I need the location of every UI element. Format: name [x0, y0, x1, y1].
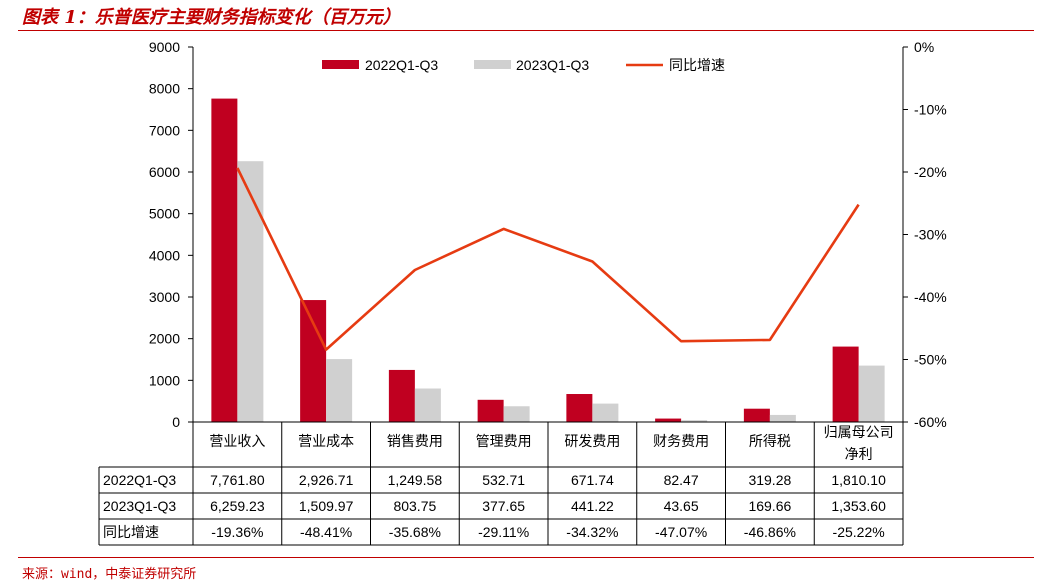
category-label: 销售费用: [387, 434, 443, 450]
table-cell-value: 169.66: [748, 498, 791, 514]
table-cell-value: 1,810.10: [831, 472, 886, 488]
category-label: 研发费用: [564, 434, 620, 450]
y-tick-label-right: -30%: [914, 227, 947, 243]
category-label: 管理费用: [476, 434, 532, 450]
y-tick-label-right: -10%: [914, 102, 947, 118]
table-cell-value: 2,926.71: [299, 472, 354, 488]
y-tick-label-right: 0%: [914, 39, 934, 55]
y-tick-label-left: 6000: [149, 164, 180, 180]
category-label: 归属母公司: [824, 424, 894, 441]
bar-2023q1-q3: [414, 388, 441, 422]
chart-title: 图表 1：乐普医疗主要财务指标变化（百万元）: [22, 7, 401, 28]
table-cell-value: -35.68%: [389, 524, 441, 540]
table-cell-value: 1,353.60: [831, 498, 886, 514]
bar-2023q1-q3: [681, 420, 708, 422]
legend-label-2022q1-q3: 2022Q1-Q3: [365, 57, 438, 73]
bar-2023q1-q3: [769, 414, 796, 422]
bar-2022q1-q3: [655, 418, 682, 422]
table-cell-value: 7,761.80: [210, 472, 265, 488]
source-rule: [18, 557, 1034, 558]
table-cell-value: -25.22%: [833, 524, 885, 540]
legend-swatch-2023q1-q3: [474, 60, 511, 69]
table-cell-value: 441.22: [571, 498, 614, 514]
category-label: 所得税: [749, 433, 791, 450]
y-tick-label-left: 7000: [149, 122, 180, 138]
y-tick-label-left: 4000: [149, 247, 180, 263]
category-label: 营业收入: [209, 434, 265, 450]
bar-2022q1-q3: [566, 394, 593, 422]
bar-2022q1-q3: [477, 399, 504, 422]
y-tick-label-left: 2000: [149, 331, 180, 347]
table-cell-value: 82.47: [664, 472, 699, 488]
bar-2023q1-q3: [592, 403, 619, 422]
bar-2022q1-q3: [300, 300, 327, 422]
legend-label-growth: 同比增速: [669, 57, 725, 73]
bar-2022q1-q3: [832, 346, 859, 422]
table-cell-value: 532.71: [482, 472, 525, 488]
y-tick-label-left: 5000: [149, 206, 180, 222]
table-cell-value: -48.41%: [300, 524, 352, 540]
table-cell-value: -34.32%: [566, 524, 618, 540]
table-cell-value: -29.11%: [478, 524, 529, 540]
y-tick-label-right: -60%: [914, 414, 947, 430]
table-cell-value: 377.65: [482, 498, 525, 514]
table-cell-value: 1,249.58: [388, 472, 443, 488]
category-label: 营业成本: [298, 434, 354, 450]
bar-2022q1-q3: [743, 408, 770, 422]
table-row-header: 2022Q1-Q3: [103, 472, 176, 488]
bar-2022q1-q3: [388, 369, 415, 422]
category-label: 净利: [845, 447, 873, 463]
table-cell-value: 43.65: [664, 498, 699, 514]
table-cell-value: 803.75: [393, 498, 436, 514]
y-tick-label-right: -40%: [914, 289, 947, 305]
table-row-header: 同比增速: [103, 524, 159, 540]
bar-2023q1-q3: [326, 359, 353, 422]
table-cell-value: 6,259.23: [210, 498, 265, 514]
legend-label-2023q1-q3: 2023Q1-Q3: [516, 57, 589, 73]
y-tick-label-right: -50%: [914, 352, 947, 368]
table-cell-value: -46.86%: [744, 524, 796, 540]
growth-line: [236, 167, 860, 351]
y-tick-label-left: 9000: [149, 39, 180, 55]
category-label: 财务费用: [653, 434, 709, 450]
table-cell-value: 671.74: [571, 472, 614, 488]
y-tick-label-left: 3000: [149, 289, 180, 305]
table-row-header: 2023Q1-Q3: [103, 498, 176, 514]
y-tick-label-left: 0: [172, 414, 180, 430]
bar-2023q1-q3: [503, 406, 530, 422]
y-tick-label-left: 1000: [149, 372, 180, 388]
title-rule: [18, 30, 1034, 31]
legend-swatch-2022q1-q3: [322, 60, 359, 69]
bar-2023q1-q3: [237, 161, 264, 423]
source-note: 来源：wind，中泰证券研究所: [22, 567, 197, 582]
table-cell-value: 1,509.97: [299, 498, 354, 514]
bar-2023q1-q3: [858, 365, 885, 422]
table-cell-value: -47.07%: [655, 524, 707, 540]
bar-2022q1-q3: [211, 98, 238, 422]
y-tick-label-right: -20%: [914, 164, 947, 180]
table-cell-value: -19.36%: [211, 524, 263, 540]
y-tick-label-left: 8000: [149, 81, 180, 97]
table-cell-value: 319.28: [748, 472, 791, 488]
